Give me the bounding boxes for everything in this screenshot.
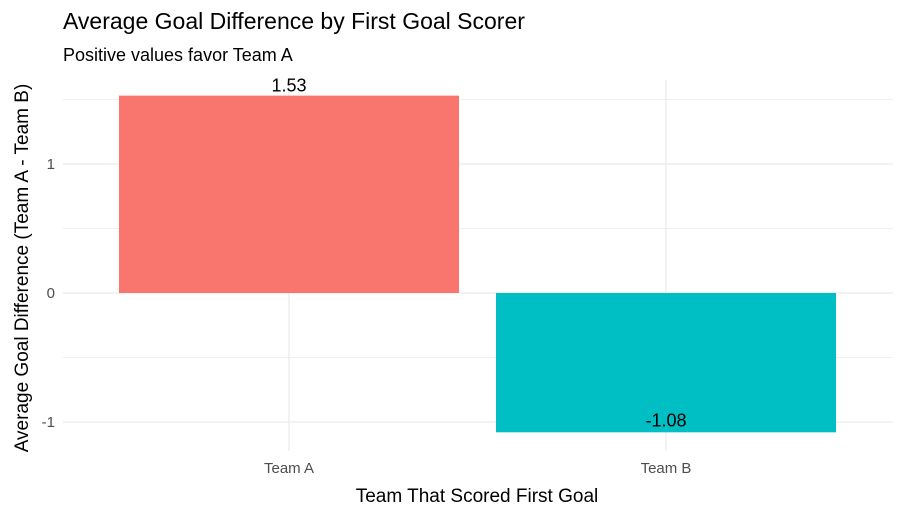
- y-tick-label: 0: [47, 285, 55, 302]
- data-label: 1.53: [271, 76, 306, 96]
- y-tick-label: -1: [42, 414, 55, 431]
- data-labels: 1.53 -1.08: [271, 76, 686, 431]
- chart-subtitle: Positive values favor Team A: [63, 45, 293, 65]
- x-tick-label: Team A: [264, 460, 314, 477]
- x-tick-label: Team B: [641, 460, 692, 477]
- bars: [119, 95, 836, 433]
- bar-team-b: [496, 293, 836, 433]
- bar-team-a: [119, 95, 459, 293]
- x-axis-title: Team That Scored First Goal: [356, 486, 599, 507]
- data-label: -1.08: [645, 410, 686, 430]
- y-tick-labels: -1 0 1: [42, 156, 55, 431]
- y-axis-title: Average Goal Difference (Team A - Team B…: [12, 84, 33, 453]
- y-tick-label: 1: [47, 156, 55, 173]
- chart-title: Average Goal Difference by First Goal Sc…: [63, 8, 525, 34]
- x-tick-labels: Team A Team B: [264, 460, 691, 477]
